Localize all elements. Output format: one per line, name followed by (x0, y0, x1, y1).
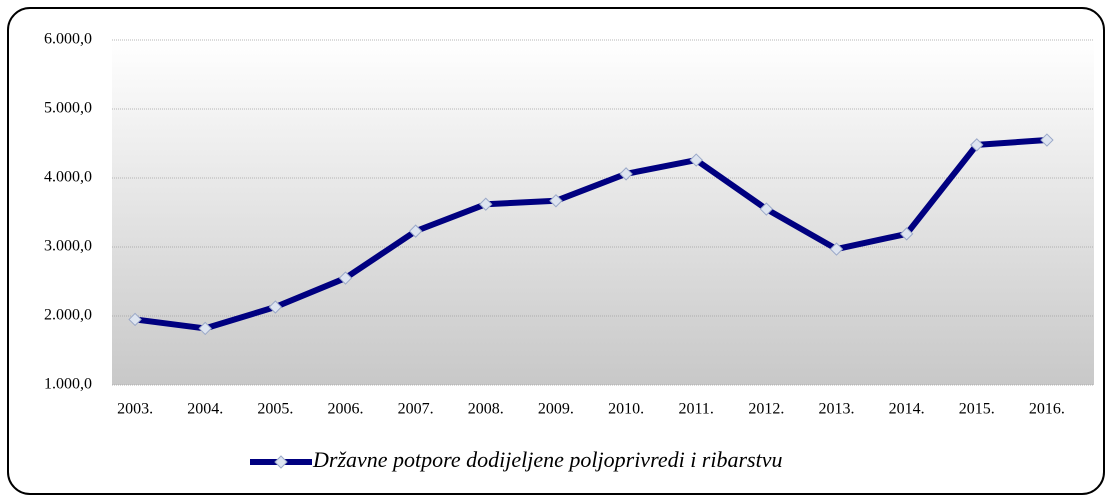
data-point (689, 153, 703, 167)
x-tick-label: 2013. (819, 401, 855, 418)
x-tick-label: 2009. (538, 401, 574, 418)
x-tick-label: 2004. (187, 401, 223, 418)
plot-area (112, 40, 1094, 385)
x-tick-label: 2006. (328, 401, 364, 418)
x-tick-label: 2012. (748, 401, 784, 418)
data-point (759, 202, 774, 216)
data-point (970, 138, 984, 152)
x-tick-label: 2007. (398, 401, 434, 418)
data-point (408, 224, 423, 238)
data-point (829, 242, 844, 256)
data-point (128, 312, 142, 327)
x-tick-label: 2014. (889, 401, 925, 418)
legend-label: Državne potpore dodijeljene poljoprivred… (312, 447, 782, 472)
data-point (549, 194, 563, 208)
y-tick-label: 1.000,0 (44, 376, 92, 393)
x-tick-label: 2010. (608, 401, 644, 418)
data-point (899, 227, 914, 241)
legend-marker (274, 455, 288, 469)
y-tick-label: 6.000,0 (44, 31, 92, 48)
x-tick-label: 2016. (1029, 401, 1065, 418)
x-tick-label: 2005. (257, 401, 293, 418)
y-tick-label: 4.000,0 (44, 169, 92, 186)
x-tick-label: 2008. (468, 401, 504, 418)
y-tick-label: 5.000,0 (44, 100, 92, 117)
y-tick-label: 2.000,0 (44, 307, 92, 324)
x-tick-label: 2011. (679, 401, 714, 418)
data-line (134, 137, 1048, 332)
y-tick-label: 3.000,0 (44, 238, 92, 255)
data-point (268, 300, 283, 314)
data-point (1040, 133, 1054, 147)
data-point (479, 197, 493, 211)
x-tick-label: 2003. (117, 401, 153, 418)
data-point (198, 321, 212, 336)
x-tick-label: 2015. (959, 401, 995, 418)
data-point (338, 271, 353, 285)
data-point (619, 167, 633, 181)
